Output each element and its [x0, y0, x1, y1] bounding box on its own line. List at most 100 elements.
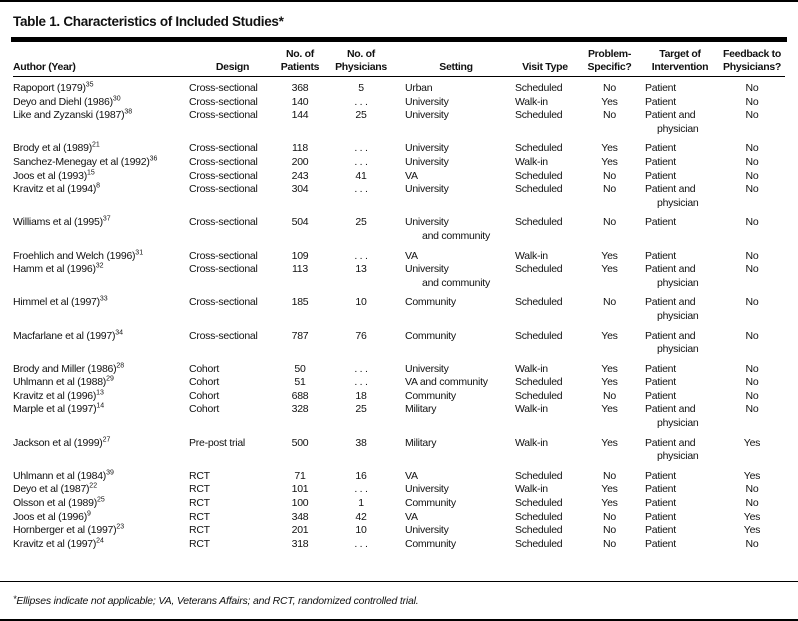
cell-design: Cross-sectional	[189, 109, 258, 122]
cell-feedback: No	[745, 497, 759, 510]
cell-physicians: 13	[355, 263, 367, 276]
cell-author: Joos et al (1993)15	[13, 169, 95, 182]
cell-problem: No	[603, 296, 616, 309]
cell-line: VA	[405, 469, 418, 482]
table-header: Author (Year) Design No. of Patients No. of P…	[13, 42, 785, 77]
reference-superscript: 23	[116, 523, 125, 531]
cell-target: Patient	[641, 156, 719, 170]
cell-line: Patient	[645, 510, 676, 523]
cell-design: Pre-post trial	[189, 436, 246, 449]
cell-target: Patient	[641, 497, 719, 511]
cell-design: RCT	[189, 497, 210, 510]
cell-setting: Military	[400, 437, 512, 470]
header-row: Author (Year) Design No. of Patients No. of P…	[13, 42, 785, 77]
cell-physicians: 25	[355, 109, 367, 122]
cell-problem: Yes	[601, 155, 618, 168]
cell-visit: Scheduled	[515, 497, 563, 510]
reference-superscript: 30	[112, 95, 121, 103]
cell-problem: Yes	[601, 403, 618, 416]
table-row: Olsson et al (1989)25 RCT 100 1 Community Sch…	[13, 497, 785, 511]
cell-author: Brody and Miller (1986)28	[13, 362, 125, 375]
cell-author: Froehlich and Welch (1996)31	[13, 249, 144, 262]
cell-target: Patient	[641, 376, 719, 390]
cell-line: University	[405, 109, 449, 122]
cell-line: Community	[405, 296, 456, 309]
cell-feedback: Yes	[743, 469, 761, 482]
cell-patients: 113	[292, 263, 308, 276]
cell-physicians: . . .	[354, 142, 368, 155]
cell-physicians: . . .	[354, 249, 368, 262]
cell-visit: Walk-in	[515, 483, 548, 496]
cell-author: Joos et al (1996)9	[13, 510, 91, 523]
column-header-feedback: Feedback to Physicians?	[719, 42, 785, 77]
cell-author: Like and Zyzanski (1987)38	[13, 108, 133, 122]
cell-patients: 185	[291, 296, 309, 309]
cell-visit: Scheduled	[515, 169, 563, 182]
cell-feedback: No	[745, 483, 759, 496]
column-header-target: Target of Intervention	[641, 42, 719, 77]
cell-problem: Yes	[601, 362, 618, 375]
cell-author: Olsson et al (1989)25	[13, 496, 105, 510]
cell-design: Cross-sectional	[189, 263, 258, 276]
cell-line: Patient and	[645, 329, 696, 342]
cell-physicians: . . .	[354, 95, 368, 108]
cell-feedback: No	[745, 263, 759, 276]
cell-author: Marple et al (1997)14	[13, 402, 105, 416]
cell-target: Patient and physician	[641, 296, 719, 329]
cell-author: Hamm et al (1996)32	[13, 262, 104, 276]
footnote-rule	[0, 581, 798, 582]
cell-patients: 101	[291, 483, 309, 496]
reference-superscript: 37	[102, 215, 111, 223]
cell-line: Community	[405, 389, 456, 402]
cell-feedback: Yes	[743, 436, 761, 449]
cell-line: Community	[405, 497, 456, 510]
cell-line: Patient	[645, 216, 676, 229]
cell-line: Patient	[645, 524, 676, 537]
cell-visit: Scheduled	[515, 82, 563, 94]
table-row: Kravitz et al (1997)24 RCT 318 . . . Communi…	[13, 537, 785, 552]
cell-author: Macfarlane et al (1997)34	[13, 329, 124, 342]
cell-physicians: 10	[355, 524, 367, 537]
table-row: Joos et al (1993)15 Cross-sectional 243 41 V…	[13, 169, 785, 184]
cell-line: Patient and	[645, 436, 696, 449]
cell-problem: Yes	[601, 329, 618, 342]
cell-feedback: No	[745, 537, 759, 550]
table-row: Uhlmann et al (1984)39 RCT 71 16 VA Scheduled…	[13, 469, 785, 484]
cell-visit: Scheduled	[515, 524, 563, 537]
cell-target: Patient	[641, 363, 719, 377]
table-row: Kravitz et al (1996)13 Cohort 688 18 Communi…	[13, 389, 785, 404]
cell-visit: Scheduled	[515, 296, 563, 309]
cell-feedback: No	[745, 109, 759, 122]
cell-physicians: . . .	[354, 376, 368, 389]
cell-line: Patient	[645, 155, 676, 168]
cell-target: Patient	[641, 96, 719, 110]
cell-line: University	[405, 263, 449, 276]
cell-setting: Urban	[400, 77, 512, 96]
cell-visit: Walk-in	[515, 436, 548, 449]
reference-superscript: 28	[116, 362, 125, 370]
studies-table: Author (Year) Design No. of Patients No. of P…	[13, 42, 785, 551]
cell-author: Kravitz et al (1994)8	[13, 182, 101, 196]
cell-setting: VA	[400, 470, 512, 484]
cell-visit: Scheduled	[515, 389, 563, 402]
cell-line: Patient	[645, 389, 676, 402]
cell-author: Deyo and Diehl (1986)30	[13, 95, 121, 108]
cell-author: Uhlmann et al (1988)29	[13, 375, 114, 389]
cell-visit: Scheduled	[515, 109, 563, 122]
table-row: Jackson et al (1999)27 Pre-post trial 500 3…	[13, 436, 785, 470]
cell-physicians: . . .	[354, 537, 368, 550]
cell-feedback: No	[745, 362, 759, 375]
cell-problem: No	[603, 82, 616, 94]
cell-patients: 140	[291, 95, 309, 108]
cell-target: Patient and physician	[641, 403, 719, 436]
cell-line: Patient	[645, 82, 676, 94]
cell-physicians: 1	[358, 497, 364, 510]
cell-target: Patient	[641, 470, 719, 484]
footnote-marker: *	[13, 594, 17, 604]
cell-visit: Scheduled	[515, 216, 563, 229]
reference-superscript: 33	[99, 295, 108, 303]
table-row: Marple et al (1997)14 Cohort 328 25 Military…	[13, 403, 785, 436]
cell-author: Hornberger et al (1997)23	[13, 523, 125, 537]
cell-feedback: Yes	[743, 524, 761, 537]
